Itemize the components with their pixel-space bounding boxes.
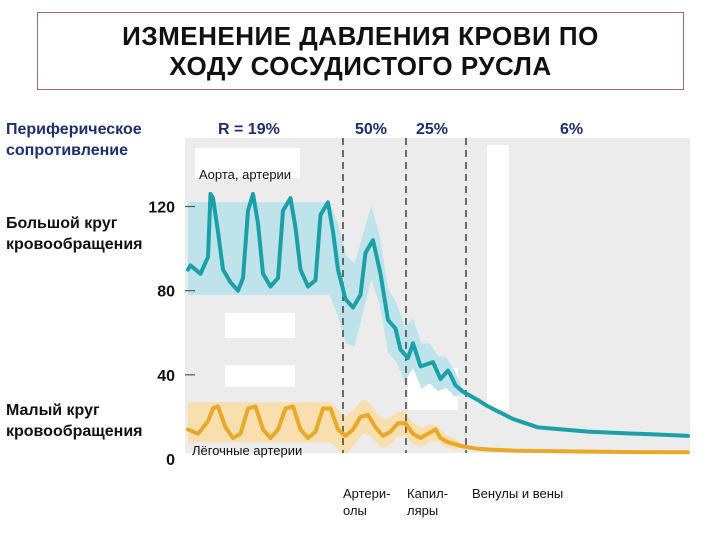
title-box: ИЗМЕНЕНИЕ ДАВЛЕНИЯ КРОВИ ПО ХОДУ СОСУДИС…: [37, 12, 684, 90]
chart-title-line-1: ИЗМЕНЕНИЕ ДАВЛЕНИЯ КРОВИ ПО: [122, 21, 599, 51]
segment-label-veins: Венулы и вены: [472, 486, 564, 501]
pulmonary-pressure-line: [186, 404, 690, 455]
resistance-value-veins: 6%: [560, 121, 584, 138]
resistance-value-large-arteries: R = 19%: [218, 121, 280, 138]
bg-gap: [225, 313, 295, 338]
annotation-pulmonary-arteries: Лёгочные артерии: [192, 443, 303, 458]
bg-gap: [225, 365, 295, 387]
annotation-aorta: Аорта, артерии: [199, 167, 292, 182]
chart-title-line-2: ХОДУ СОСУДИСТОГО РУСЛА: [169, 51, 552, 81]
resistance-label-line-2: сопротивление: [6, 142, 129, 159]
systemic-label-line-2: кровообращения: [6, 236, 143, 253]
segment-label-capillaries-line-2: ляры: [407, 503, 439, 518]
resistance-value-capillaries: 25%: [416, 121, 449, 138]
resistance-label-line-1: Периферическое: [6, 121, 142, 138]
bg-gap: [487, 145, 509, 410]
systemic-pressure-band: [188, 202, 688, 438]
y-tick-label-0: 0: [166, 452, 175, 469]
pulmonary-label-line-2: кровообращения: [6, 423, 143, 440]
pulmonary-pressure-band: [188, 399, 688, 455]
y-tick-label-40: 40: [157, 368, 175, 385]
segment-label-capillaries-line-1: Капил-: [407, 486, 449, 501]
bg-gap: [195, 148, 300, 178]
pulmonary-label-line-1: Малый круг: [6, 402, 100, 419]
resistance-value-arterioles: 50%: [355, 121, 388, 138]
segment-label-arterioles-line-2: олы: [343, 503, 367, 518]
segment-label-arterioles-line-1: Артери-: [343, 486, 391, 501]
systemic-label-line-1: Большой круг: [6, 215, 118, 232]
systemic-pressure-line: [186, 191, 690, 438]
y-tick-label-120: 120: [148, 200, 175, 217]
y-tick-label-80: 80: [157, 284, 175, 301]
